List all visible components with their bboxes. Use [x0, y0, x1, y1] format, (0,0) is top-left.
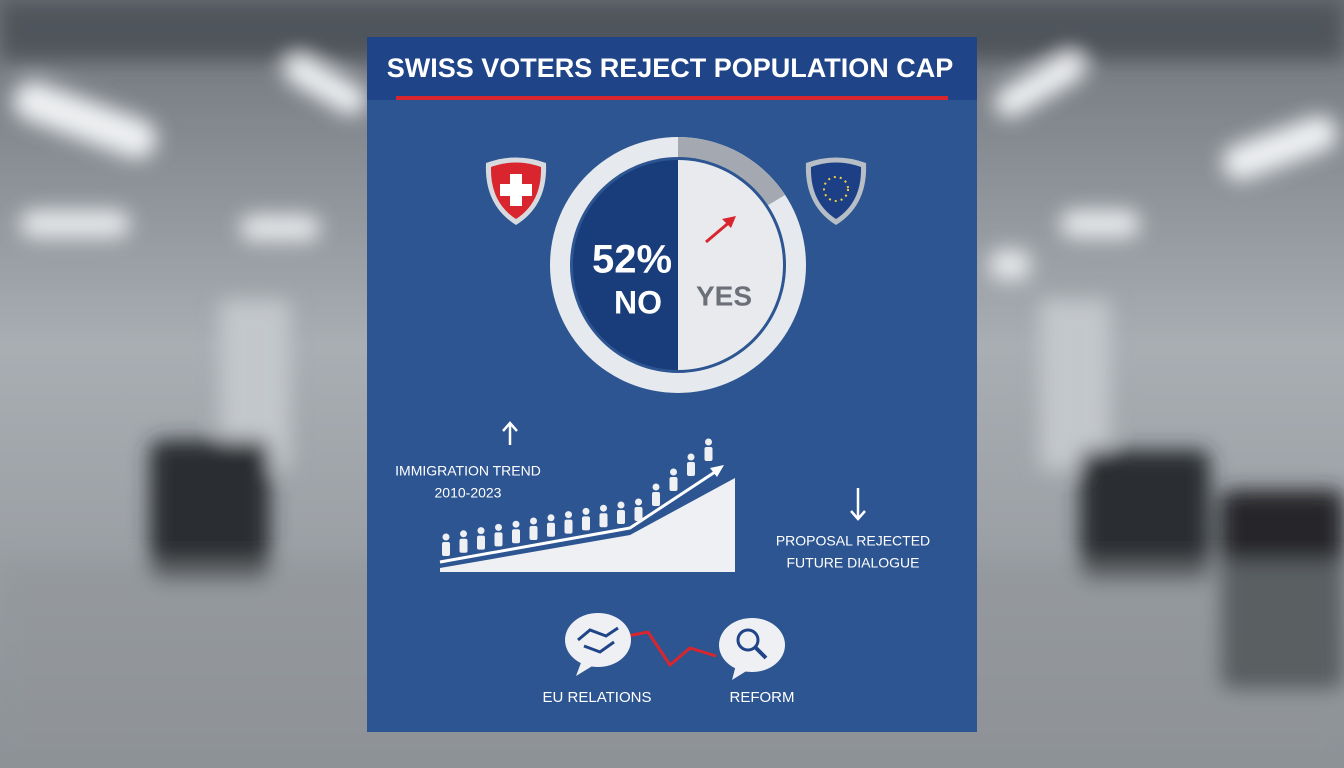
person-icon: [687, 453, 695, 476]
swiss-shield: [485, 157, 547, 225]
person-icon: [669, 468, 678, 491]
topic-label: REFORM: [730, 689, 795, 706]
no-label: NO: [614, 284, 662, 320]
person-icon: [652, 483, 660, 506]
topic-label: EU RELATIONS: [543, 689, 652, 706]
trend-period: 2010-2023: [435, 485, 502, 501]
person-icon: [512, 520, 520, 544]
person-icon: [477, 527, 485, 550]
vote-donut: [550, 137, 806, 393]
person-icon: [547, 514, 555, 537]
person-icon: [442, 533, 450, 556]
yes-label: YES: [696, 280, 752, 311]
person-icon: [634, 498, 643, 521]
person-icon: [704, 438, 713, 461]
person-icon: [529, 517, 538, 540]
person-icon: [582, 507, 590, 531]
topic-icons: [565, 613, 785, 680]
person-icon: [599, 504, 608, 528]
title-underline: [396, 96, 948, 100]
outcome-line1: PROPOSAL REJECTED: [776, 533, 930, 549]
person-icon: [617, 501, 625, 524]
title-bar: [367, 37, 977, 100]
no-share: 52%: [592, 238, 672, 282]
trend-graphic: [439, 421, 866, 572]
title: SWISS VOTERS REJECT POPULATION CAP: [387, 53, 954, 83]
person-icon: [564, 511, 573, 534]
eu-shield: [805, 157, 867, 225]
person-icon: [459, 530, 468, 553]
trend-label: IMMIGRATION TREND: [395, 463, 541, 479]
outcome-line2: FUTURE DIALOGUE: [786, 555, 919, 571]
person-icon: [494, 523, 503, 547]
